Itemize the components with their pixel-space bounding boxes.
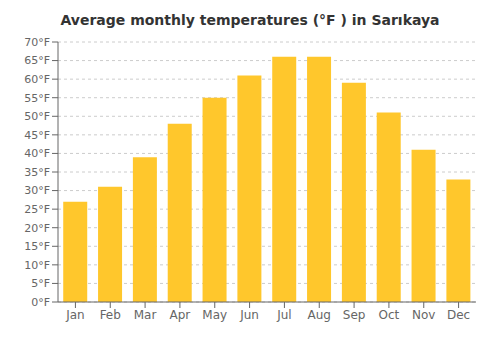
svg-text:Jun: Jun	[239, 308, 259, 322]
svg-text:15°F: 15°F	[24, 240, 50, 253]
svg-text:Oct: Oct	[379, 308, 400, 322]
svg-text:Mar: Mar	[134, 308, 157, 322]
svg-text:Sep: Sep	[343, 308, 366, 322]
svg-text:5°F: 5°F	[31, 277, 50, 290]
svg-text:65°F: 65°F	[24, 54, 50, 67]
svg-text:Jan: Jan	[65, 308, 85, 322]
svg-text:0°F: 0°F	[31, 296, 50, 309]
svg-text:Apr: Apr	[170, 308, 191, 322]
svg-text:Nov: Nov	[412, 308, 435, 322]
svg-text:45°F: 45°F	[24, 129, 50, 142]
svg-text:Dec: Dec	[447, 308, 470, 322]
svg-text:40°F: 40°F	[24, 147, 50, 160]
svg-text:55°F: 55°F	[24, 92, 50, 105]
svg-text:25°F: 25°F	[24, 203, 50, 216]
svg-text:Aug: Aug	[308, 308, 331, 322]
svg-text:20°F: 20°F	[24, 222, 50, 235]
svg-text:60°F: 60°F	[24, 73, 50, 86]
svg-text:30°F: 30°F	[24, 184, 50, 197]
svg-text:10°F: 10°F	[24, 259, 50, 272]
svg-text:35°F: 35°F	[24, 166, 50, 179]
svg-text:70°F: 70°F	[24, 36, 50, 49]
svg-text:Feb: Feb	[100, 308, 121, 322]
html-text:Average monthly temperatures (: Average monthly temperatures (°F ) in Sa…	[60, 12, 440, 28]
svg-text:Jul: Jul	[276, 308, 291, 322]
svg-text:50°F: 50°F	[24, 110, 50, 123]
svg-text:May: May	[202, 308, 227, 322]
